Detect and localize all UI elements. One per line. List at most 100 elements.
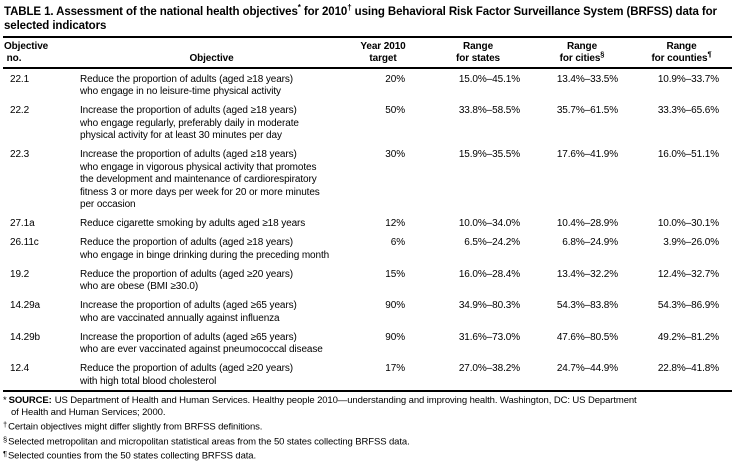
footnote-text: US Department of Health and Human Servic… [11, 395, 637, 418]
target-cell: 6% [390, 237, 405, 248]
states-range-cell: 27.0%–38.2% [458, 363, 520, 374]
footnote-marker: § [3, 434, 8, 444]
counties-range-cell: 10.0%–30.1% [657, 218, 719, 229]
counties-range-cell: 54.3%–86.9% [657, 300, 719, 311]
cities-range-cell: 35.7%–61.5% [556, 105, 618, 116]
cities-range-cell: 10.4%–28.9% [556, 218, 618, 229]
footnote-text: Selected counties from the 50 states col… [7, 450, 257, 462]
table-header-row: Objective no. Objective Year 2010 target Ran… [3, 38, 732, 69]
cities-range-cell: 6.8%–24.9% [562, 237, 618, 248]
brfss-objectives-table: Objective no. Objective Year 2010 target Ran… [3, 38, 732, 392]
table-header: Objective no. Objective Year 2010 target Ran… [3, 38, 732, 69]
objective-no-cell: 27.1a [10, 218, 35, 229]
target-cell: 30% [385, 149, 405, 160]
column-header-text: for counties [651, 53, 708, 64]
column-header-objective: Objective [80, 38, 343, 69]
footnotes: * SOURCE: US Department of Health and Huma… [3, 392, 732, 463]
column-header-text: Objective [4, 41, 49, 52]
states-range-cell: 6.5%–24.2% [464, 237, 520, 248]
column-header-text: for states [455, 53, 500, 64]
title-text: TABLE 1. Assessment of the national heal… [4, 6, 298, 18]
objective-cell: Reduce the proportion of adults (aged ≥1… [80, 73, 294, 98]
objective-no-cell: 26.11c [10, 237, 39, 248]
objective-no-cell: 22.2 [10, 105, 30, 116]
title-superscript-asterisk: * [297, 3, 301, 13]
cities-range-cell: 13.4%–33.5% [556, 73, 618, 85]
footnote-bold-label: SOURCE: [8, 395, 52, 406]
footnote: * SOURCE: US Department of Health and Huma… [3, 395, 732, 419]
objective-no-cell: 14.29a [10, 300, 40, 311]
footnote-text: Selected metropolitan and micropolitan s… [8, 436, 410, 447]
target-cell: 90% [385, 331, 405, 343]
target-cell: 50% [385, 105, 405, 116]
title-text: using Behavioral Risk Factor Surveillanc… [4, 6, 717, 32]
counties-range-cell: 49.2%–81.2% [657, 331, 719, 343]
states-range-cell: 33.8%–58.5% [458, 105, 520, 116]
target-cell: 12% [385, 218, 405, 229]
target-cell: 90% [385, 300, 405, 311]
column-header-range-cities: Range for cities§ [533, 38, 631, 69]
target-cell: 15% [385, 268, 405, 280]
counties-range-cell: 33.3%–65.6% [657, 105, 719, 116]
states-range-cell: 34.9%–80.3% [458, 300, 520, 311]
counties-range-cell: 10.9%–33.7% [657, 73, 719, 85]
column-header-superscript: § [600, 49, 605, 59]
column-header-objective-no: Objective no. [3, 38, 80, 69]
objective-no-cell: 14.29b [10, 331, 40, 343]
objective-no-cell: 22.3 [10, 149, 30, 160]
column-header-text: target [369, 53, 397, 64]
objective-cell: Reduce the proportion of adults (aged ≥1… [80, 237, 330, 261]
counties-range-cell: 3.9%–26.0% [663, 237, 719, 248]
states-range-cell: 10.0%–34.0% [458, 218, 520, 229]
column-header-range-states: Range for states [423, 38, 533, 69]
footnote-marker: * [3, 395, 7, 406]
table-row: 27.1a Reduce cigarette smoking by adults … [3, 214, 732, 233]
counties-range-cell: 22.8%–41.8% [657, 363, 719, 374]
column-header-text: for cities [559, 53, 601, 64]
table-row: 26.11c Reduce the proportion of adults (a… [3, 233, 732, 265]
column-header-superscript: ¶ [707, 49, 712, 59]
table-row: 19.2 Reduce the proportion of adults (age… [3, 264, 732, 296]
objective-no-cell: 19.2 [10, 268, 30, 280]
objective-cell: Increase the proportion of adults (aged … [80, 331, 323, 356]
footnote: †Certain objectives might differ slightl… [3, 419, 732, 434]
target-cell: 17% [385, 363, 405, 374]
column-header-year-2010-target: Year 2010 target [343, 38, 423, 69]
states-range-cell: 31.6%–73.0% [458, 331, 520, 343]
states-range-cell: 15.9%–35.5% [458, 149, 520, 160]
objective-cell: Increase the proportion of adults (aged … [80, 149, 320, 210]
column-header-text: Range [566, 41, 598, 52]
cities-range-cell: 54.3%–83.8% [556, 300, 618, 311]
column-header-range-counties: Range for counties¶ [631, 38, 732, 69]
cities-range-cell: 13.4%–32.2% [556, 268, 618, 280]
footnote: §Selected metropolitan and micropolitan … [3, 434, 732, 449]
objective-cell: Increase the proportion of adults (aged … [80, 105, 299, 141]
table-row: 14.29b Increase the proportion of adults … [3, 327, 732, 359]
title-text: for 2010 [300, 6, 348, 18]
footnote: ¶Selected counties from the 50 states co… [3, 448, 732, 463]
footnote-marker: † [3, 420, 8, 429]
column-header-text: Objective [189, 53, 234, 64]
table-body: 22.1 Reduce the proportion of adults (age… [3, 68, 732, 391]
target-cell: 20% [385, 73, 405, 85]
column-header-text: no. [4, 53, 22, 64]
cities-range-cell: 24.7%–44.9% [556, 363, 618, 374]
column-header-text: Range [462, 41, 494, 52]
table-row: 22.3 Increase the proportion of adults (a… [3, 145, 732, 214]
objective-cell: Reduce cigarette smoking by adults aged … [80, 218, 306, 229]
cities-range-cell: 17.6%–41.9% [556, 149, 618, 160]
table-row: 22.2 Increase the proportion of adults (a… [3, 101, 732, 145]
objective-no-cell: 12.4 [10, 363, 30, 374]
objective-cell: Increase the proportion of adults (aged … [80, 300, 297, 324]
objective-cell: Reduce the proportion of adults (aged ≥2… [80, 363, 294, 387]
states-range-cell: 16.0%–28.4% [458, 268, 520, 280]
table-title: TABLE 1. Assessment of the national heal… [3, 4, 732, 38]
column-header-text: Year 2010 [360, 41, 406, 52]
objective-cell: Reduce the proportion of adults (aged ≥2… [80, 268, 294, 293]
counties-range-cell: 16.0%–51.1% [657, 149, 719, 160]
objective-no-cell: 22.1 [10, 73, 30, 85]
cities-range-cell: 47.6%–80.5% [556, 331, 618, 343]
table-row: 22.1 Reduce the proportion of adults (age… [3, 68, 732, 101]
column-header-text: Range [666, 41, 697, 52]
